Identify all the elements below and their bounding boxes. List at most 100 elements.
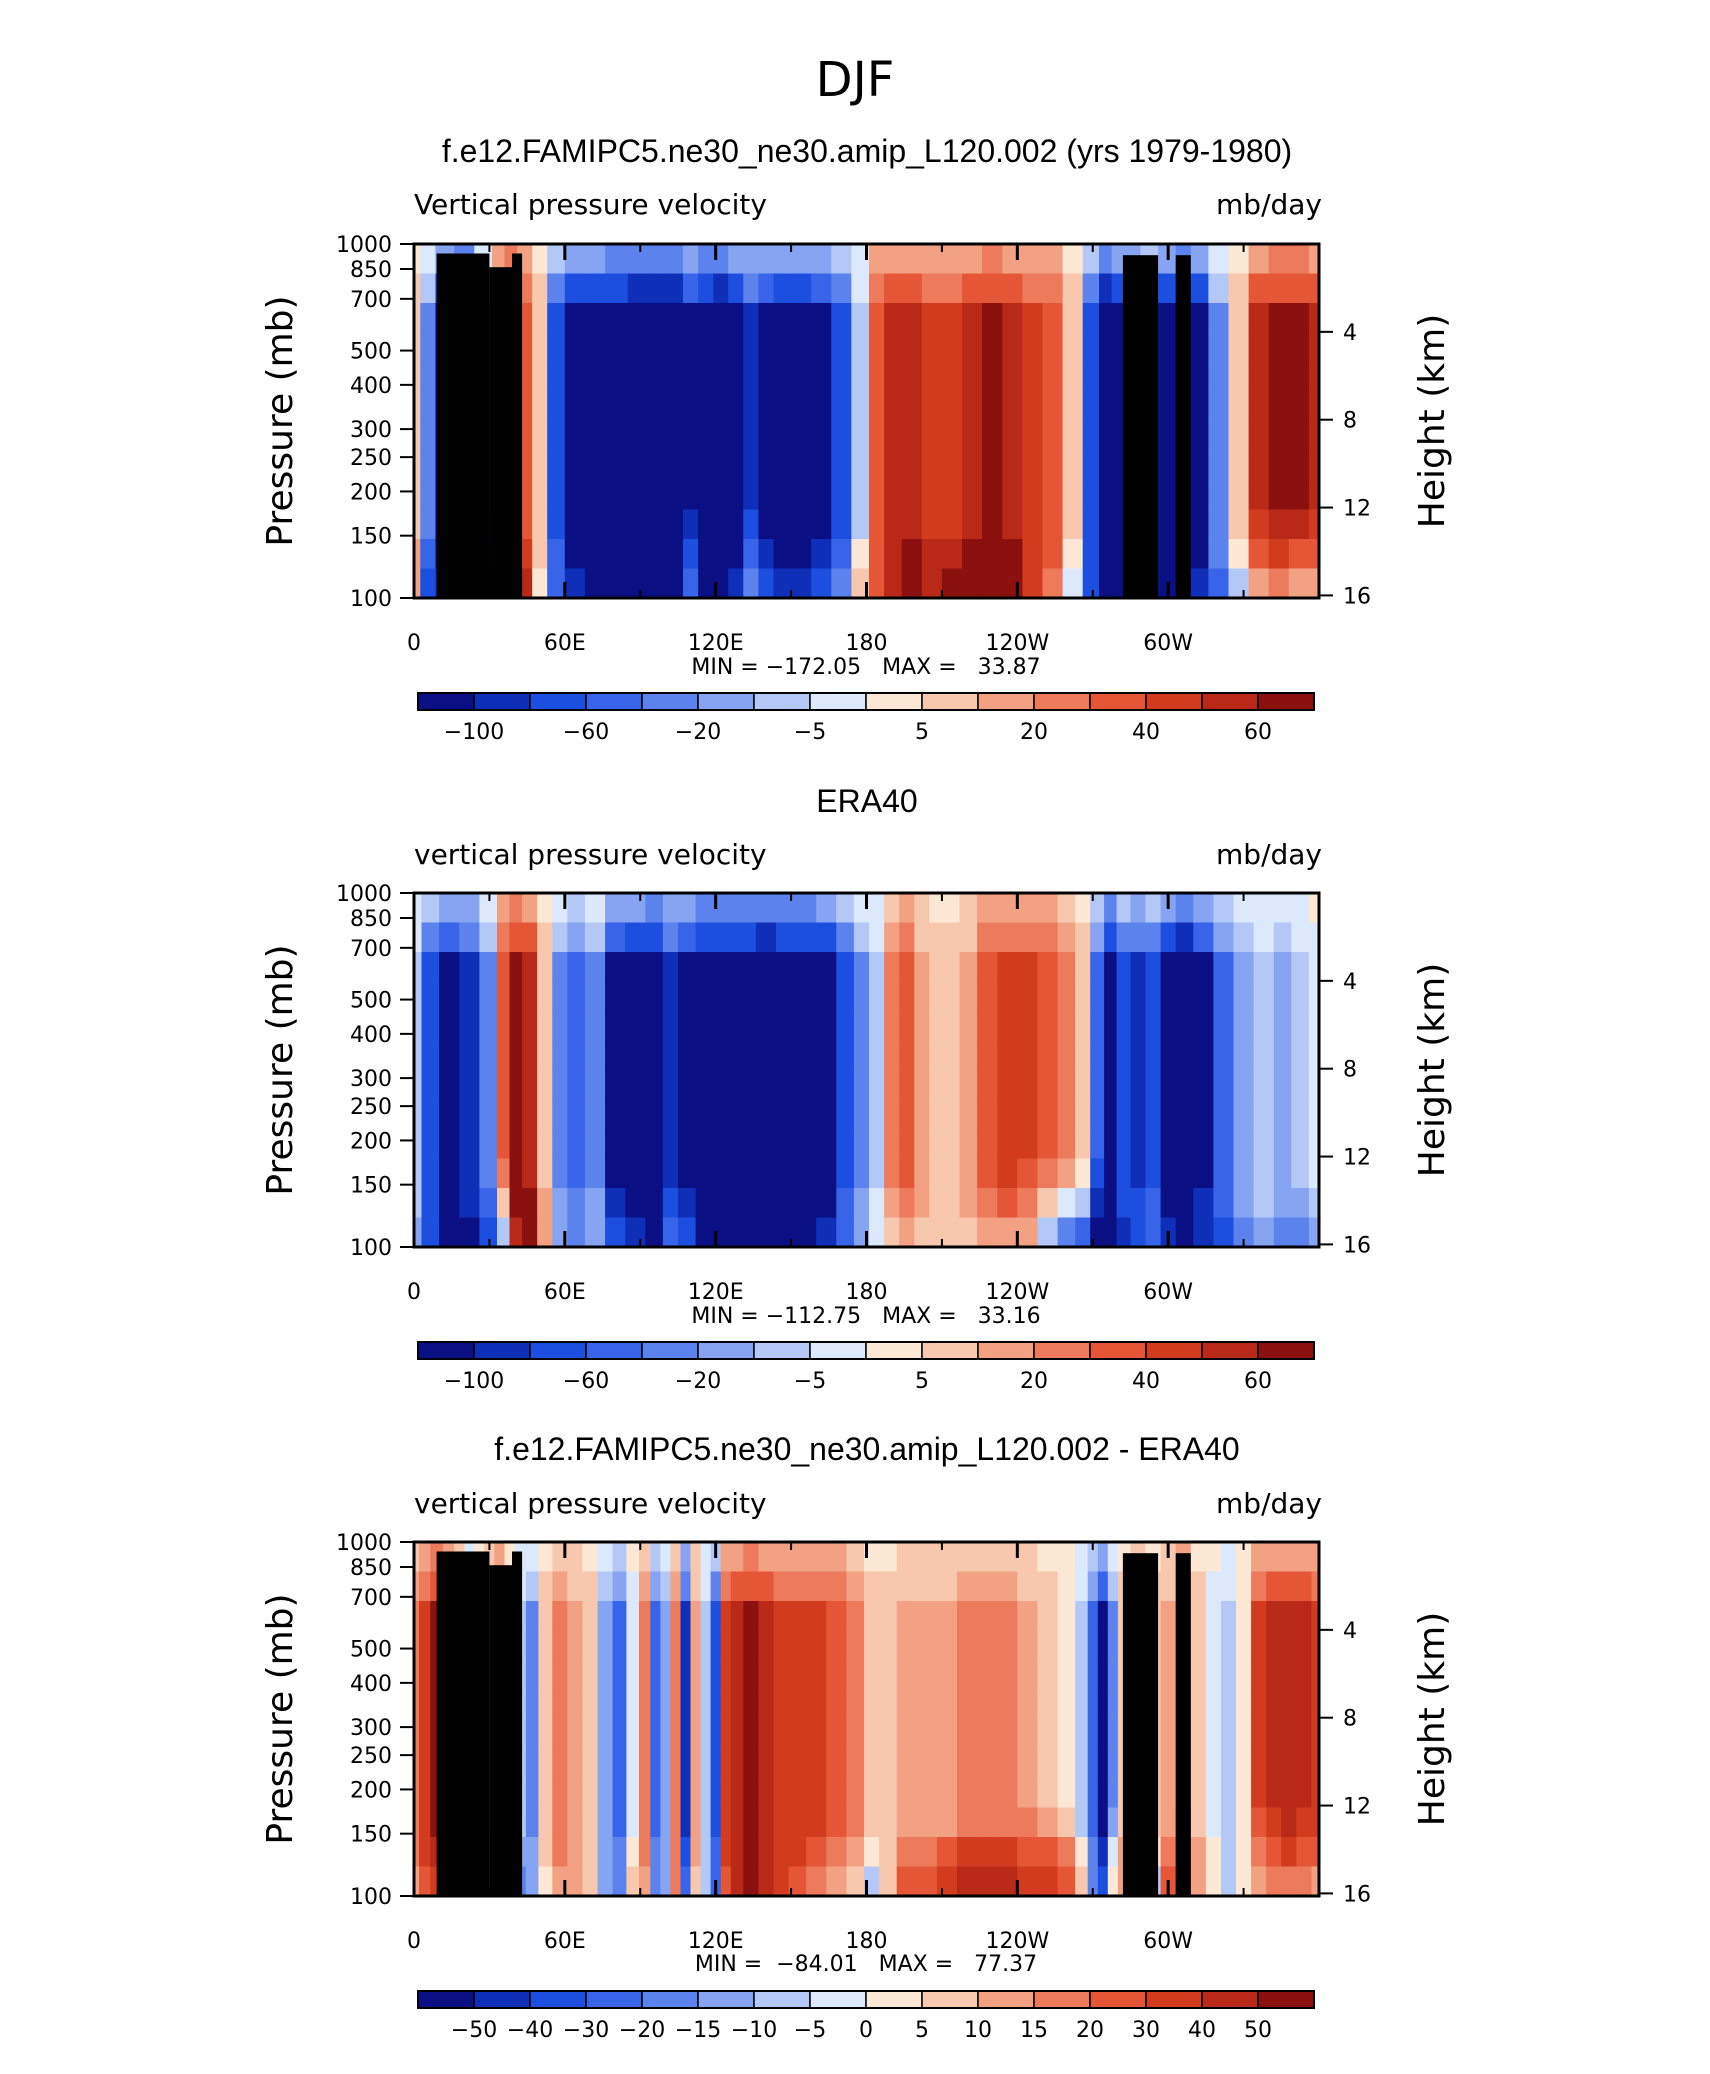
- contour-cell: [564, 273, 586, 304]
- contour-cell: [1057, 1601, 1076, 1632]
- contour-cell: [1311, 1807, 1319, 1838]
- contour-cell: [567, 1158, 586, 1189]
- contour-cell: [773, 1748, 790, 1779]
- contour-cell: [484, 1542, 496, 1573]
- contour-cell: [982, 421, 1003, 452]
- contour-cell: [879, 1601, 898, 1632]
- contour-cell: [584, 273, 606, 304]
- contour-cell: [1130, 952, 1147, 983]
- contour-cell: [1042, 362, 1064, 393]
- contour-cell: [584, 303, 606, 334]
- contour-cell: [584, 952, 606, 983]
- contour-cell: [1273, 1040, 1292, 1071]
- contour-cell: [1236, 1601, 1252, 1632]
- contour-cell: [806, 1660, 827, 1691]
- contour-cell: [700, 1719, 712, 1750]
- contour-cell: [1281, 1601, 1297, 1632]
- contour-cell: [1057, 893, 1076, 924]
- contour-cell: [1111, 450, 1126, 481]
- contour-cell: [1221, 1778, 1237, 1809]
- contour-cell: [758, 273, 775, 304]
- contour-cell: [1281, 1748, 1297, 1779]
- y-tick-label: 500: [350, 1638, 392, 1663]
- contour-cell: [420, 273, 436, 304]
- contour-cell: [1236, 1689, 1252, 1720]
- contour-cell: [959, 952, 978, 983]
- contour-cell: [670, 1571, 682, 1602]
- contour-cell: [791, 244, 812, 275]
- contour-cell: [1266, 1778, 1282, 1809]
- contour-cell: [743, 1542, 759, 1573]
- contour-cell: [537, 1129, 553, 1160]
- contour-cell: [1104, 981, 1118, 1012]
- contour-cell: [710, 1689, 722, 1720]
- contour-cell: [1221, 1689, 1237, 1720]
- contour-cell: [1099, 362, 1113, 393]
- contour-cell: [1087, 1866, 1099, 1896]
- contour-cell: [997, 1542, 1018, 1573]
- contour-cell: [1057, 1748, 1076, 1779]
- contour-cell: [597, 1660, 614, 1691]
- contour-cell: [1190, 362, 1209, 393]
- contour-cell: [1097, 1630, 1109, 1661]
- contour-cell: [1193, 1129, 1214, 1160]
- contour-cell: [730, 1660, 744, 1691]
- contour-cell: [698, 450, 714, 481]
- contour-cell: [612, 1866, 627, 1896]
- colorbar-swatch: [865, 1341, 923, 1360]
- contour-cell: [1266, 1630, 1282, 1661]
- colorbar-label: −50: [451, 2018, 497, 2043]
- contour-cell: [660, 1542, 672, 1573]
- contour-cell: [584, 1188, 606, 1219]
- contour-cell: [567, 893, 586, 924]
- contour-cell: [962, 539, 983, 570]
- contour-cell: [552, 981, 568, 1012]
- contour-cell: [683, 539, 699, 570]
- contour-cell: [1158, 509, 1177, 540]
- colorbar-label: −20: [619, 2018, 665, 2043]
- contour-cell: [439, 1217, 460, 1247]
- contour-cell: [1116, 922, 1131, 953]
- contour-cell: [1099, 303, 1113, 334]
- contour-cell: [735, 1158, 757, 1189]
- contour-cell: [816, 1217, 837, 1247]
- contour-cell: [1291, 1070, 1310, 1101]
- y-tick-label: 400: [350, 1672, 392, 1697]
- contour-cell: [776, 952, 797, 983]
- contour-cell: [626, 1660, 640, 1691]
- contour-cell: [1311, 1778, 1319, 1809]
- contour-cell: [1002, 273, 1023, 304]
- contour-cell: [627, 362, 651, 393]
- contour-cell: [597, 1571, 614, 1602]
- contour-cell: [564, 332, 586, 363]
- contour-cell: [836, 1011, 855, 1042]
- contour-cell: [1266, 1866, 1282, 1896]
- contour-cell: [670, 1866, 682, 1896]
- contour-cell: [1296, 1807, 1313, 1838]
- contour-cell: [582, 1778, 599, 1809]
- contour-cell: [869, 568, 885, 598]
- contour-cell: [755, 1099, 777, 1130]
- contour-cell: [667, 391, 684, 422]
- contour-cell: [597, 1630, 614, 1661]
- colorbar-swatch: [417, 1990, 475, 2009]
- contour-cell: [1075, 1689, 1089, 1720]
- contour-cell: [627, 244, 651, 275]
- contour-cell: [1090, 981, 1105, 1012]
- contour-cell: [605, 1188, 626, 1219]
- contour-cell: [639, 1719, 651, 1750]
- y-tick-label: 1000: [336, 882, 392, 907]
- contour-cell: [743, 1630, 759, 1661]
- contour-cell: [1190, 391, 1209, 422]
- min-max-stats: MIN = −112.75 MAX = 33.16: [691, 1304, 1040, 1329]
- contour-cell: [846, 1748, 865, 1779]
- contour-cell: [1017, 1040, 1038, 1071]
- contour-cell: [584, 893, 606, 924]
- contour-cell: [735, 1217, 757, 1247]
- contour-cell: [1082, 391, 1100, 422]
- contour-cell: [1160, 1129, 1177, 1160]
- contour-cell: [605, 893, 626, 924]
- contour-cell: [1057, 1129, 1076, 1160]
- contour-cell: [625, 1070, 646, 1101]
